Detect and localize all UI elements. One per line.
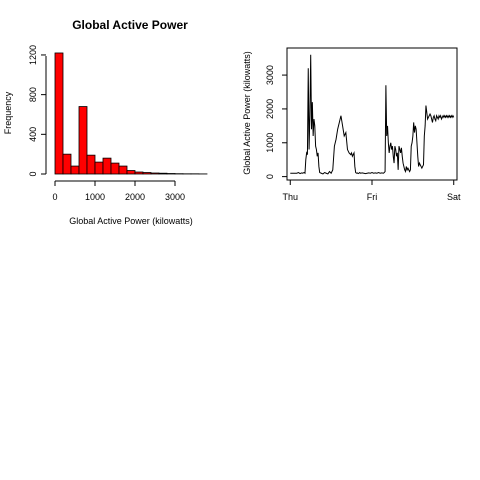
histogram-bar [142, 172, 152, 175]
histogram-bar [110, 162, 120, 175]
histogram-bar [126, 170, 136, 175]
histogram-bar [102, 157, 112, 175]
histogram-x-label: Global Active Power (kilowatts) [69, 216, 193, 226]
timeseries-y-tick-label: 3000 [265, 65, 275, 85]
timeseries-y-label: Global Active Power (kilowatts) [242, 51, 252, 175]
histogram-bar [62, 153, 72, 175]
histogram-title: Global Active Power [72, 18, 188, 32]
histogram-y-label: Frequency [3, 91, 13, 134]
timeseries-y-tick-label: 1000 [265, 133, 275, 153]
histogram-x-ticks: 0 1000 2000 3000 [52, 181, 185, 202]
histogram-x-tick-label: 1000 [85, 192, 105, 202]
timeseries-y-tick-label: 2000 [265, 99, 275, 119]
histogram-y-tick-label: 1200 [28, 45, 38, 65]
timeseries-x-tick-label: Fri [367, 192, 378, 202]
timeseries-panel: Thu Fri Sat 0 1000 2000 3000 Global Active Po… [242, 47, 461, 202]
histogram-panel: Global Active Power 0 1000 2000 3000 0 400 80… [3, 18, 208, 226]
timeseries-y-ticks: 0 1000 2000 3000 [265, 65, 287, 179]
histogram-y-tick-label: 400 [28, 127, 38, 142]
histogram-bar [134, 171, 144, 175]
histogram-bars [54, 52, 208, 175]
histogram-x-tick-label: 3000 [165, 192, 185, 202]
histogram-y-tick-label: 800 [28, 87, 38, 102]
timeseries-y-tick-label: 0 [265, 174, 275, 179]
timeseries-line [290, 54, 455, 175]
histogram-bar [86, 154, 96, 175]
histogram-bar [54, 52, 64, 175]
histogram-bar [158, 172, 168, 175]
histogram-bar [70, 165, 80, 175]
histogram-bar [118, 165, 128, 175]
histogram-y-tick-label: 0 [28, 171, 38, 176]
histogram-x-tick-label: 0 [52, 192, 57, 202]
histogram-bar [150, 172, 160, 175]
timeseries-x-tick-label: Sat [447, 192, 461, 202]
histogram-x-tick-label: 2000 [125, 192, 145, 202]
timeseries-x-tick-label: Thu [283, 192, 299, 202]
histogram-bar [94, 161, 104, 175]
histogram-bar [78, 106, 88, 175]
timeseries-x-ticks: Thu Fri Sat [283, 180, 461, 202]
histogram-y-ticks: 0 400 800 1200 [28, 45, 46, 177]
